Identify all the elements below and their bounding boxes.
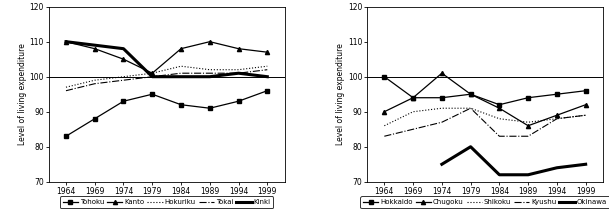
Kanto [91,47,99,50]
Line: Kyushu: Kyushu [384,108,586,136]
Chugoku [496,107,503,109]
Shikoku [409,110,417,113]
Kinki [206,75,213,78]
Shikoku [582,114,590,117]
Line: Kinki: Kinki [66,42,267,77]
Hokkaido [467,93,474,95]
Shikoku [524,121,532,124]
Okinawa [496,173,503,176]
Okinawa [553,166,560,169]
Kyushu [524,135,532,138]
Kyushu [438,121,446,124]
Hokkaido [496,103,503,106]
Line: Tokai: Tokai [66,70,267,91]
Kanto [235,47,242,50]
Line: Chugoku: Chugoku [382,71,588,128]
Hokkaido [381,75,388,78]
Tokai [120,79,127,81]
Tokai [206,72,213,75]
Okinawa [467,145,474,148]
Tokai [62,89,69,92]
Tohoku [62,135,69,138]
Okinawa [438,163,446,166]
Kinki [120,47,127,50]
Tohoku [235,100,242,103]
Kanto [264,51,271,54]
Hokuriku [62,86,69,89]
Shikoku [438,107,446,109]
Hokkaido [553,93,560,95]
Hokkaido [582,89,590,92]
Tohoku [206,107,213,109]
Kyushu [582,114,590,117]
Chugoku [438,72,446,75]
Chugoku [582,103,590,106]
Shikoku [381,124,388,127]
Kinki [91,44,99,47]
Kinki [62,40,69,43]
Tokai [264,68,271,71]
Line: Okinawa: Okinawa [442,147,586,175]
Y-axis label: Level of living expenditure: Level of living expenditure [18,43,27,145]
Shikoku [553,117,560,120]
Okinawa [582,163,590,166]
Line: Hokuriku: Hokuriku [66,66,267,87]
Kinki [264,75,271,78]
Shikoku [496,117,503,120]
Hokuriku [177,65,185,67]
Kyushu [381,135,388,138]
Kinki [177,75,185,78]
Kyushu [467,107,474,109]
Hokuriku [264,65,271,67]
Legend: Tohoku, Kanto, Hokuriku, Tokai, Kinki: Tohoku, Kanto, Hokuriku, Tokai, Kinki [60,196,273,208]
Hokuriku [120,75,127,78]
Tokai [149,75,156,78]
Tokai [91,82,99,85]
Hokuriku [206,68,213,71]
Chugoku [553,114,560,117]
Tohoku [120,100,127,103]
Kanto [177,47,185,50]
Hokuriku [149,72,156,75]
Kinki [149,75,156,78]
Kanto [149,72,156,75]
Line: Tohoku: Tohoku [64,89,269,138]
Tokai [235,72,242,75]
Kyushu [409,128,417,131]
Chugoku [467,93,474,95]
Hokuriku [91,79,99,81]
Kyushu [553,117,560,120]
Hokkaido [409,96,417,99]
Kyushu [496,135,503,138]
Okinawa [524,173,532,176]
Chugoku [524,124,532,127]
Kanto [120,58,127,61]
Shikoku [467,107,474,109]
Kanto [206,40,213,43]
Tohoku [264,89,271,92]
Hokkaido [524,96,532,99]
Line: Shikoku: Shikoku [384,108,586,126]
Chugoku [409,96,417,99]
Chugoku [381,110,388,113]
Kinki [235,72,242,75]
Y-axis label: Level of living expenditure: Level of living expenditure [336,43,345,145]
Tohoku [149,93,156,95]
Hokkaido [438,96,446,99]
Tokai [177,72,185,75]
Kanto [62,40,69,43]
Legend: Hokkaido, Chugoku, Shikoku, Kyushu, Okinawa: Hokkaido, Chugoku, Shikoku, Kyushu, Okin… [360,196,609,208]
Line: Kanto: Kanto [64,40,269,75]
Tohoku [91,117,99,120]
Line: Hokkaido: Hokkaido [382,75,588,107]
Tohoku [177,103,185,106]
Hokuriku [235,68,242,71]
